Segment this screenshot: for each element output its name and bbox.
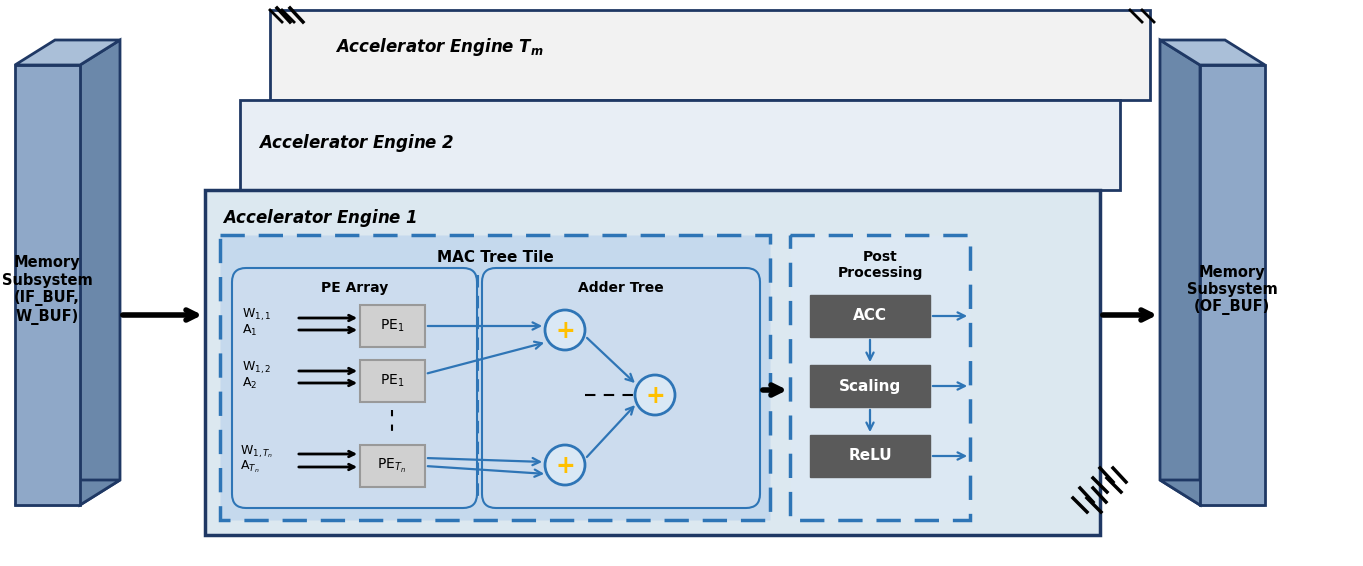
FancyBboxPatch shape [219, 235, 770, 520]
FancyBboxPatch shape [270, 10, 1150, 100]
Polygon shape [1160, 40, 1199, 505]
Text: Scaling: Scaling [838, 379, 901, 393]
Text: W$_{1,2}$: W$_{1,2}$ [243, 360, 271, 376]
Text: MAC Tree Tile: MAC Tree Tile [436, 251, 553, 265]
Text: ReLU: ReLU [848, 448, 891, 464]
Text: PE$_1$: PE$_1$ [380, 373, 405, 389]
Text: +: + [645, 384, 665, 408]
Polygon shape [1160, 480, 1265, 505]
Text: Memory
Subsystem
(IF_BUF,
W_BUF): Memory Subsystem (IF_BUF, W_BUF) [1, 255, 93, 324]
Text: +: + [555, 319, 575, 343]
Polygon shape [1160, 40, 1265, 65]
Polygon shape [80, 40, 120, 505]
FancyBboxPatch shape [791, 235, 970, 520]
Text: A$_2$: A$_2$ [243, 375, 258, 391]
Text: PE$_{T_n}$: PE$_{T_n}$ [378, 457, 406, 475]
Polygon shape [15, 40, 120, 65]
Text: W$_{1,1}$: W$_{1,1}$ [243, 307, 271, 323]
FancyBboxPatch shape [360, 360, 425, 402]
Text: ACC: ACC [853, 308, 887, 324]
Circle shape [545, 310, 585, 350]
Text: Post
Processing: Post Processing [837, 250, 923, 280]
Text: $\bfit{Accelerator\ Engine\ 1}$: $\bfit{Accelerator\ Engine\ 1}$ [222, 207, 417, 229]
FancyBboxPatch shape [810, 365, 930, 407]
FancyBboxPatch shape [1199, 65, 1265, 505]
Circle shape [635, 375, 675, 415]
Text: $\bfit{Accelerator\ Engine\ }$$\bfit{T_m}$: $\bfit{Accelerator\ Engine\ }$$\bfit{T_m… [335, 36, 544, 58]
Text: Adder Tree: Adder Tree [578, 281, 664, 295]
FancyBboxPatch shape [232, 268, 477, 508]
FancyBboxPatch shape [483, 268, 761, 508]
Circle shape [545, 445, 585, 485]
Text: +: + [555, 454, 575, 478]
Text: PE$_1$: PE$_1$ [380, 318, 405, 334]
FancyBboxPatch shape [810, 435, 930, 477]
Text: Memory
Subsystem
(OF_BUF): Memory Subsystem (OF_BUF) [1187, 264, 1277, 315]
Text: $\bfit{Accelerator\ Engine\ 2}$: $\bfit{Accelerator\ Engine\ 2}$ [258, 132, 454, 154]
Text: A$_1$: A$_1$ [243, 323, 258, 337]
FancyBboxPatch shape [360, 445, 425, 487]
FancyBboxPatch shape [204, 190, 1100, 535]
Polygon shape [15, 480, 120, 505]
Text: A$_{T_n}$: A$_{T_n}$ [240, 458, 259, 475]
Text: W$_{1,T_n}$: W$_{1,T_n}$ [240, 444, 274, 460]
FancyBboxPatch shape [810, 295, 930, 337]
Text: PE Array: PE Array [322, 281, 388, 295]
FancyBboxPatch shape [360, 305, 425, 347]
FancyBboxPatch shape [15, 65, 80, 505]
FancyBboxPatch shape [240, 100, 1120, 190]
